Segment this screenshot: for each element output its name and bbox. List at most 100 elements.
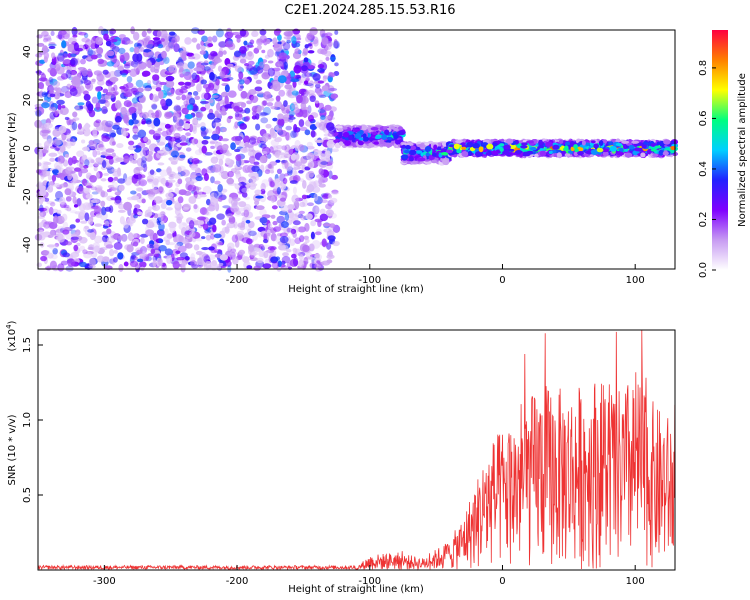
heatmap-cell (292, 220, 301, 226)
heatmap-cell (39, 204, 44, 213)
y-tick-label: -40 (22, 237, 33, 253)
heatmap-cell (320, 199, 328, 204)
heatmap-cell (160, 214, 168, 223)
heatmap-cell (122, 83, 129, 92)
heatmap-cell (178, 222, 188, 231)
heatmap-cell (213, 233, 222, 239)
heatmap-cell (141, 70, 151, 77)
heatmap-cell (153, 130, 162, 137)
heatmap-cell (225, 157, 231, 164)
heatmap-cell (57, 235, 65, 243)
heatmap-cell (342, 126, 348, 130)
heatmap-cell (196, 257, 205, 266)
heatmap-cell (132, 53, 139, 62)
heatmap-cell (316, 174, 325, 179)
heatmap-cell (338, 141, 344, 146)
heatmap-cell (113, 242, 123, 250)
heatmap-cell (111, 181, 118, 191)
heatmap-cell (149, 93, 154, 101)
heatmap-cell (650, 143, 656, 147)
heatmap-cell (39, 212, 44, 218)
heatmap-cell (264, 54, 270, 59)
heatmap-cell (86, 158, 95, 168)
heatmap-cell (303, 57, 309, 63)
heatmap-cell (219, 254, 229, 261)
heatmap-cell (89, 232, 96, 241)
heatmap-cell (467, 150, 473, 156)
heatmap-cell (108, 70, 117, 80)
heatmap-cell (133, 66, 140, 72)
heatmap-cell (143, 37, 150, 41)
heatmap-cell (628, 144, 635, 150)
heatmap-cell (256, 257, 264, 264)
heatmap-cell (113, 249, 118, 254)
heatmap-cell (74, 104, 80, 110)
x-tick-label: 0 (499, 275, 505, 286)
heatmap-cell (446, 149, 453, 154)
heatmap-cell (65, 241, 73, 246)
heatmap-cell (69, 210, 78, 214)
heatmap-cell (131, 195, 140, 201)
heatmap-cell (195, 250, 203, 256)
heatmap-cell (384, 142, 392, 147)
heatmap-cell (107, 165, 112, 169)
heatmap-cell (92, 133, 98, 138)
heatmap-cell (164, 123, 171, 129)
heatmap-cell (195, 64, 205, 72)
heatmap-cell (334, 30, 339, 35)
heatmap-cell (49, 111, 56, 120)
heatmap-cell (234, 121, 239, 129)
heatmap-cell (39, 123, 48, 129)
heatmap-cell (662, 151, 669, 156)
heatmap-cell (238, 79, 245, 85)
colorbar-tick-label: 0.0 (698, 262, 709, 278)
heatmap-cell (165, 207, 173, 211)
heatmap-cell (504, 149, 510, 156)
x-tick-label: -300 (93, 576, 116, 587)
heatmap-cell (202, 185, 212, 195)
heatmap-cell (140, 180, 145, 186)
heatmap-cell (230, 204, 240, 213)
heatmap-cell (105, 120, 114, 128)
heatmap-cell (57, 226, 65, 230)
heatmap-cell (424, 145, 432, 152)
heatmap-cell (132, 233, 138, 238)
heatmap-cell (296, 94, 303, 104)
heatmap-cell (258, 143, 263, 148)
heatmap-cell (153, 253, 160, 258)
heatmap-cell (203, 92, 212, 101)
heatmap-cell (128, 106, 137, 114)
heatmap-cell (224, 84, 230, 93)
heatmap-cell (187, 184, 197, 192)
heatmap-cell (641, 144, 647, 149)
heatmap-cell (218, 50, 224, 58)
heatmap-cell (133, 110, 138, 119)
heatmap-cell (95, 119, 102, 124)
heatmap-cell (85, 193, 93, 199)
heatmap-cell (213, 117, 222, 123)
heatmap-cell (226, 213, 234, 219)
heatmap-cell (289, 238, 296, 246)
heatmap-cell (294, 248, 301, 256)
heatmap-cell (100, 178, 107, 182)
heatmap-cell (53, 80, 61, 88)
heatmap-cell (53, 182, 61, 188)
heatmap-cell (49, 260, 58, 270)
heatmap-cell (515, 150, 523, 154)
heatmap-cell (109, 258, 115, 264)
heatmap-cell (71, 76, 81, 85)
heatmap-cell (456, 148, 461, 154)
heatmap-cell (239, 85, 245, 89)
heatmap-cell (240, 90, 248, 99)
heatmap-cell (331, 191, 339, 195)
heatmap-cell (344, 140, 352, 146)
heatmap-cell (262, 238, 269, 244)
heatmap-cell (322, 223, 332, 227)
heatmap-cell (166, 128, 173, 136)
heatmap-cell (136, 265, 141, 269)
heatmap-cell (43, 56, 48, 63)
heatmap-cell (150, 112, 156, 116)
heatmap-cell (284, 213, 290, 221)
heatmap-cell (137, 64, 145, 71)
heatmap-cell (89, 174, 97, 183)
